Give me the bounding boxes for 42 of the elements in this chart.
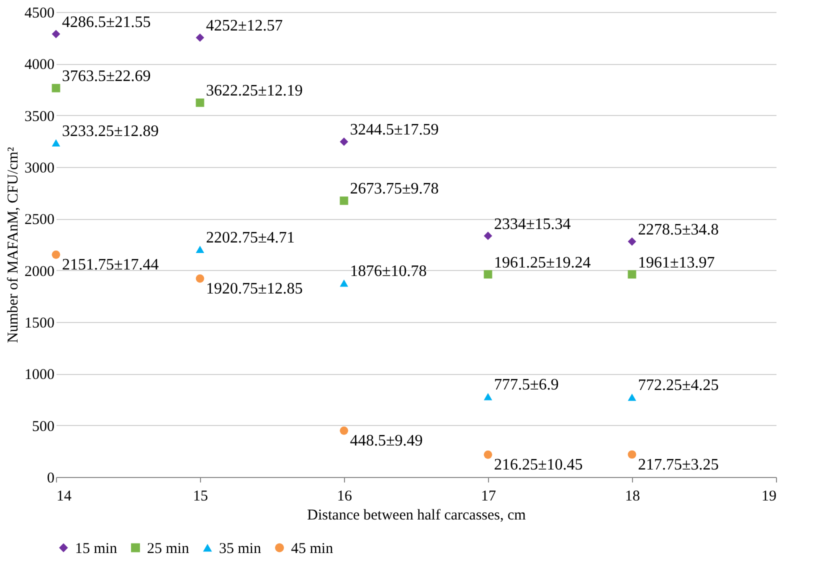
data-label: 448.5±9.49 <box>350 432 423 450</box>
data-label: 772.25±4.25 <box>638 377 719 394</box>
data-label: 2278.5±34.8 <box>638 222 719 239</box>
x-tick-label: 14 <box>56 488 72 504</box>
y-tick-label: 500 <box>32 418 54 435</box>
data-label: 2151.75±17.44 <box>62 256 159 274</box>
y-tick-label: 0 <box>47 470 54 486</box>
data-label: 1961±13.97 <box>638 254 715 272</box>
data-label: 777.5±6.9 <box>494 376 559 394</box>
y-tick-label: 1500 <box>24 316 54 332</box>
legend-label: 45 min <box>291 540 334 557</box>
x-tick-label: 15 <box>193 488 208 504</box>
y-tick-label: 2000 <box>24 264 54 280</box>
y-axis-title: Number of MAFAnM, CFU/cm² <box>6 146 22 343</box>
data-label: 217.75±3.25 <box>638 456 719 474</box>
data-label: 4252±12.57 <box>206 18 283 35</box>
data-label: 1876±10.78 <box>350 263 427 280</box>
y-tick-label: 4500 <box>24 6 54 22</box>
data-label: 4286.5±21.55 <box>62 14 151 32</box>
x-tick-label: 18 <box>625 488 640 504</box>
legend-label: 25 min <box>147 540 190 557</box>
data-label: 3622.25±12.19 <box>206 82 303 100</box>
data-label: 2202.75±4.71 <box>206 229 295 246</box>
data-label: 1920.75±12.85 <box>206 280 303 298</box>
data-label: 2334±15.34 <box>494 216 571 233</box>
x-tick-label: 17 <box>481 488 496 504</box>
x-tick-label: 16 <box>337 488 352 504</box>
data-label: 2673.75±9.78 <box>350 180 439 198</box>
data-label: 216.25±10.45 <box>494 456 583 474</box>
x-tick-label: 19 <box>762 488 776 504</box>
data-label: 3763.5±22.69 <box>62 68 151 86</box>
y-tick-label: 2500 <box>24 212 54 228</box>
data-label: 3244.5±17.59 <box>350 122 439 139</box>
y-tick-label: 3000 <box>24 160 54 176</box>
x-axis-title: Distance between half carcasses, cm <box>307 508 526 524</box>
data-label: 1961.25±19.24 <box>494 254 591 272</box>
legend-label: 15 min <box>75 540 118 557</box>
data-label: 3233.25±12.89 <box>62 122 159 140</box>
legend-label: 35 min <box>219 540 262 557</box>
y-tick-label: 3500 <box>24 108 54 125</box>
y-tick-label: 1000 <box>24 367 54 384</box>
y-tick-label: 4000 <box>24 57 54 74</box>
